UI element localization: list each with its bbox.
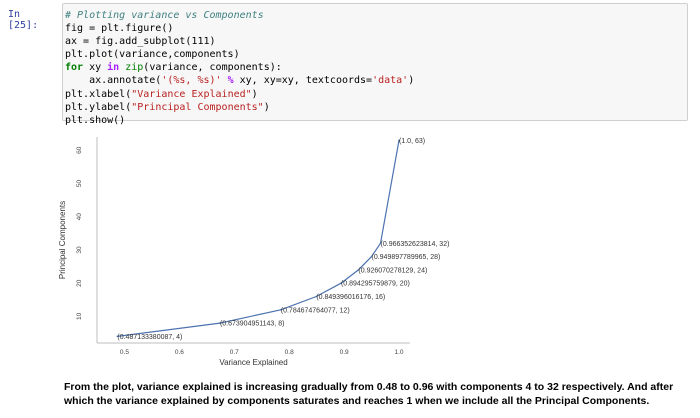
x-tick-label: 0.8 xyxy=(285,349,294,356)
series-line xyxy=(117,140,400,337)
code-line: ax = fig.add_subplot(111) xyxy=(65,36,216,48)
data-point xyxy=(379,242,382,245)
point-annotation: (0.966352623814, 32) xyxy=(381,241,450,248)
data-point xyxy=(340,282,342,284)
code-token: (variance, components): xyxy=(143,62,282,74)
data-point xyxy=(279,308,282,311)
code-line: plt.plot(variance,components) xyxy=(65,49,240,61)
code-token: ) xyxy=(408,75,415,87)
y-tick-label: 30 xyxy=(76,246,83,254)
code-token: xy xyxy=(83,62,108,74)
point-annotation: (0.949897789965, 28) xyxy=(372,254,441,261)
y-tick-label: 10 xyxy=(76,312,83,320)
y-axis-label: Principal Components xyxy=(58,201,67,279)
x-tick-label: 0.7 xyxy=(230,349,239,356)
code-builtin: zip xyxy=(119,62,144,74)
y-tick-label: 20 xyxy=(76,279,83,287)
point-annotation: (0.673904951143, 8) xyxy=(220,321,284,328)
x-tick-label: 1.0 xyxy=(394,349,403,356)
x-tick-label: 0.5 xyxy=(120,349,129,356)
code-token: plt.ylabel( xyxy=(65,101,132,113)
code-token: xy, xy=xy, textcoords= xyxy=(239,75,373,87)
code-string: '(%s, %s)' xyxy=(161,75,222,87)
code-token: ) xyxy=(251,88,258,100)
code-line: plt.show() xyxy=(65,114,126,126)
code-line: for xy in zip(variance, components): xyxy=(63,61,687,74)
plot-output: 0.5 0.6 0.7 0.8 0.9 1.0 10 20 30 40 50 60 Variance E… xyxy=(0,125,700,370)
code-operator: % xyxy=(221,75,240,87)
conclusion-text: From the plot, variance explained is inc… xyxy=(64,381,674,407)
code-string: "Principal Components" xyxy=(131,101,264,113)
code-string: "Variance Explained" xyxy=(131,88,252,100)
x-tick-label: 0.6 xyxy=(175,349,184,356)
code-token: ax.annotate( xyxy=(65,75,162,87)
data-point xyxy=(315,295,318,298)
code-line: plt.xlabel("Variance Explained") xyxy=(63,88,687,101)
point-annotation: (0.894295759879, 20) xyxy=(341,281,410,288)
variance-components-chart: 0.5 0.6 0.7 0.8 0.9 1.0 10 20 30 40 50 60 Variance E… xyxy=(58,137,450,367)
code-keyword: in xyxy=(107,62,120,74)
data-point xyxy=(116,335,119,338)
code-string: 'data' xyxy=(372,75,409,87)
point-annotation: (0.926070278129, 24) xyxy=(358,267,427,274)
data-point xyxy=(370,255,373,258)
data-point xyxy=(357,269,360,271)
code-line: # Plotting variance vs Components xyxy=(63,9,687,22)
x-axis-label: Variance Explained xyxy=(219,358,287,367)
y-tick-label: 40 xyxy=(76,213,83,221)
code-keyword: for xyxy=(65,62,84,74)
point-annotation: (0.784674764077, 12) xyxy=(281,307,350,314)
data-point xyxy=(398,139,400,142)
code-token: ) xyxy=(263,101,270,113)
point-annotation: (1.0, 63) xyxy=(399,138,425,145)
code-comment: # Plotting variance vs Components xyxy=(65,10,264,21)
cell-prompt: In [25]: xyxy=(8,9,39,31)
point-annotation: (0.849396016176, 16) xyxy=(316,294,385,301)
y-tick-label: 50 xyxy=(76,180,83,188)
y-tick-label: 60 xyxy=(76,146,83,154)
point-annotation: (0.487133380087, 4) xyxy=(117,334,182,341)
data-point xyxy=(219,322,221,324)
x-tick-label: 0.9 xyxy=(340,349,349,356)
code-line: ax.annotate('(%s, %s)' % xy, xy=xy, text… xyxy=(63,74,687,87)
code-cell[interactable]: # Plotting variance vs Components fig = … xyxy=(62,3,688,126)
code-token: plt.xlabel( xyxy=(65,88,132,100)
code-line: fig = plt.figure() xyxy=(65,23,174,35)
code-line: plt.ylabel("Principal Components") xyxy=(63,101,687,114)
